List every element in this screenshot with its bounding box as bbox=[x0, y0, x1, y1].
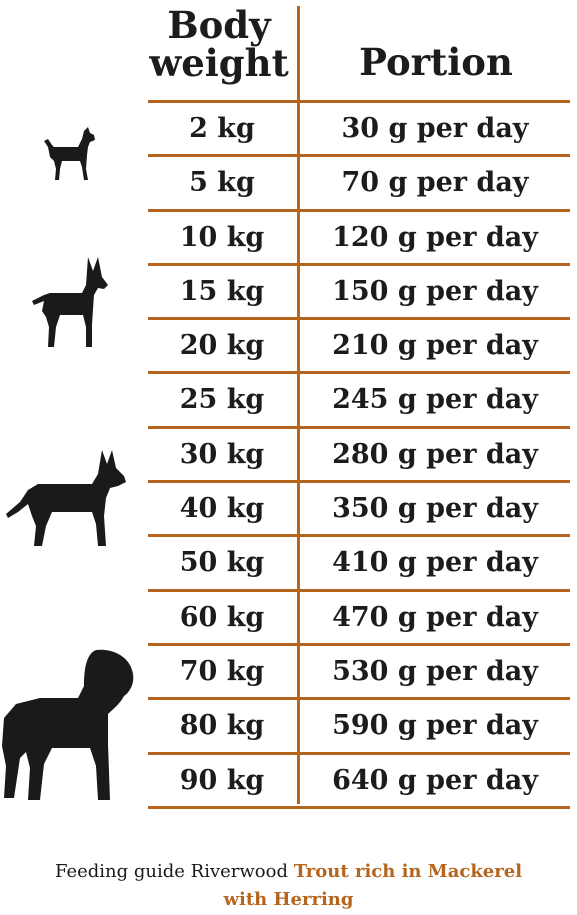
weight-cell: 40 kg bbox=[179, 493, 265, 525]
portion-cell: 210 g per day bbox=[332, 330, 538, 362]
portion-cell: 410 g per day bbox=[332, 547, 538, 579]
header-weight-line2: weight bbox=[149, 41, 289, 85]
weight-cell: 5 kg bbox=[189, 167, 255, 199]
portion-cell: 150 g per day bbox=[332, 275, 538, 307]
weight-cell: 60 kg bbox=[179, 601, 265, 633]
weight-cell: 2 kg bbox=[189, 113, 255, 144]
header-body-weight: Body weight bbox=[140, 6, 298, 82]
giant-dog-icon bbox=[0, 648, 138, 806]
weight-cell: 70 kg bbox=[179, 655, 265, 687]
weight-cell: 15 kg bbox=[179, 275, 265, 307]
footer-product-line2: with Herring bbox=[223, 889, 354, 910]
footer-prefix: Feeding guide Riverwood bbox=[54, 861, 294, 882]
table-row: 25 kg 245 g per day bbox=[148, 371, 570, 425]
weight-cell: 50 kg bbox=[179, 547, 265, 579]
portion-cell: 120 g per day bbox=[332, 221, 538, 253]
table-row: 50 kg 410 g per day bbox=[148, 534, 570, 588]
footer-product-line1: Trout rich in Mackerel bbox=[293, 861, 523, 882]
table-row: 60 kg 470 g per day bbox=[148, 588, 570, 643]
weight-cell: 80 kg bbox=[179, 710, 265, 742]
header-weight-line1: Body bbox=[167, 3, 271, 47]
portion-cell: 530 g per day bbox=[332, 655, 538, 687]
table-row: 2 kg 30 g per day bbox=[148, 100, 570, 154]
table-row: 40 kg 350 g per day bbox=[148, 480, 570, 534]
portion-cell: 280 g per day bbox=[332, 438, 538, 470]
weight-cell: 20 kg bbox=[179, 330, 265, 362]
small-dog-icon bbox=[40, 125, 100, 183]
table-row: 5 kg 70 g per day bbox=[148, 154, 570, 208]
table-row: 70 kg 530 g per day bbox=[148, 642, 570, 697]
weight-cell: 10 kg bbox=[179, 221, 265, 253]
portion-cell: 640 g per day bbox=[332, 764, 538, 796]
weight-cell: 30 kg bbox=[179, 438, 265, 470]
large-dog-icon bbox=[6, 446, 130, 552]
table-row: 30 kg 280 g per day bbox=[148, 425, 570, 480]
portion-cell: 70 g per day bbox=[341, 167, 529, 199]
footer-line1: Feeding guide Riverwood Trout rich in Ma… bbox=[20, 858, 557, 886]
table-row: 20 kg 210 g per day bbox=[148, 317, 570, 371]
medium-dog-icon bbox=[30, 255, 112, 353]
table-row: 90 kg 640 g per day bbox=[148, 751, 570, 809]
table-row: 10 kg 120 g per day bbox=[148, 208, 570, 263]
portion-cell: 30 g per day bbox=[341, 113, 529, 144]
column-divider bbox=[297, 6, 300, 804]
weight-cell: 90 kg bbox=[179, 764, 265, 796]
table-row: 80 kg 590 g per day bbox=[148, 697, 570, 751]
feeding-table: 2 kg 30 g per day 5 kg 70 g per day 10 kg 120… bbox=[148, 100, 570, 809]
portion-cell: 245 g per day bbox=[332, 384, 538, 416]
weight-cell: 25 kg bbox=[179, 384, 265, 416]
portion-cell: 350 g per day bbox=[332, 493, 538, 525]
header-portion: Portion bbox=[359, 40, 513, 84]
portion-cell: 470 g per day bbox=[332, 601, 538, 633]
portion-cell: 590 g per day bbox=[332, 710, 538, 742]
table-row: 15 kg 150 g per day bbox=[148, 262, 570, 317]
footer-caption: Feeding guide Riverwood Trout rich in Ma… bbox=[20, 858, 557, 914]
